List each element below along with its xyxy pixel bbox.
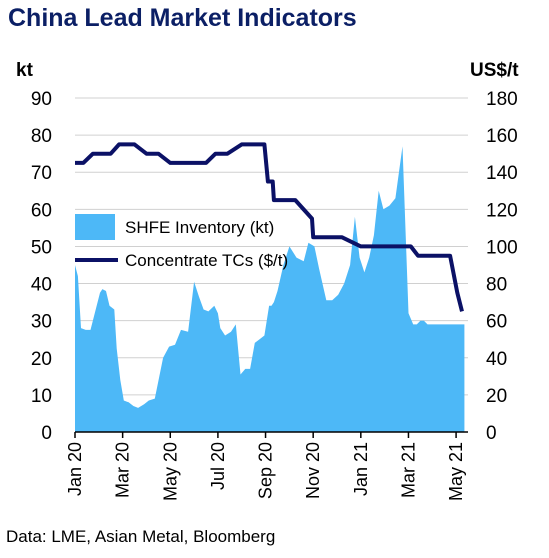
left-tick-label: 30: [31, 312, 52, 333]
left-axis-unit: kt: [16, 60, 34, 81]
x-tick-label: Jan 21: [351, 442, 371, 496]
left-tick-label: 80: [31, 126, 52, 147]
right-tick-label: 160: [486, 126, 518, 147]
right-tick-label: 20: [486, 386, 507, 407]
left-tick-label: 50: [31, 237, 52, 258]
source-note: Data: LME, Asian Metal, Bloomberg: [6, 527, 276, 546]
x-tick-label: Jan 20: [65, 442, 85, 496]
x-tick-label: Sep 20: [256, 442, 276, 499]
right-tick-label: 120: [486, 200, 518, 221]
right-tick-label: 0: [486, 423, 497, 444]
right-tick-label: 180: [486, 89, 518, 110]
left-tick-label: 90: [31, 89, 52, 110]
left-tick-label: 20: [31, 349, 52, 370]
legend-label-area: SHFE Inventory (kt): [125, 218, 274, 237]
legend-label-line: Concentrate TCs ($/t): [125, 251, 288, 270]
chart-title: China Lead Market Indicators: [8, 4, 357, 32]
left-tick-label: 0: [41, 423, 52, 444]
left-tick-label: 40: [31, 275, 52, 296]
right-tick-label: 40: [486, 349, 507, 370]
x-tick-label: May 20: [160, 442, 180, 501]
right-tick-label: 60: [486, 312, 507, 333]
x-tick-label: Mar 20: [113, 442, 133, 498]
right-tick-label: 80: [486, 275, 507, 296]
legend-swatch-area: [75, 214, 115, 240]
x-tick-label: May 21: [446, 442, 466, 501]
x-tick-label: Mar 21: [398, 442, 418, 498]
series-area-shfe-inventory: [75, 146, 465, 432]
left-tick-label: 10: [31, 386, 52, 407]
x-tick-label: Nov 20: [303, 442, 323, 499]
right-axis-unit: US$/t: [470, 60, 519, 81]
right-tick-label: 140: [486, 163, 518, 184]
series-line-concentrate-tcs: [75, 142, 464, 312]
x-tick-label: Jul 20: [208, 442, 228, 490]
left-tick-label: 70: [31, 163, 52, 184]
right-tick-label: 100: [486, 237, 518, 258]
left-tick-label: 60: [31, 200, 52, 221]
